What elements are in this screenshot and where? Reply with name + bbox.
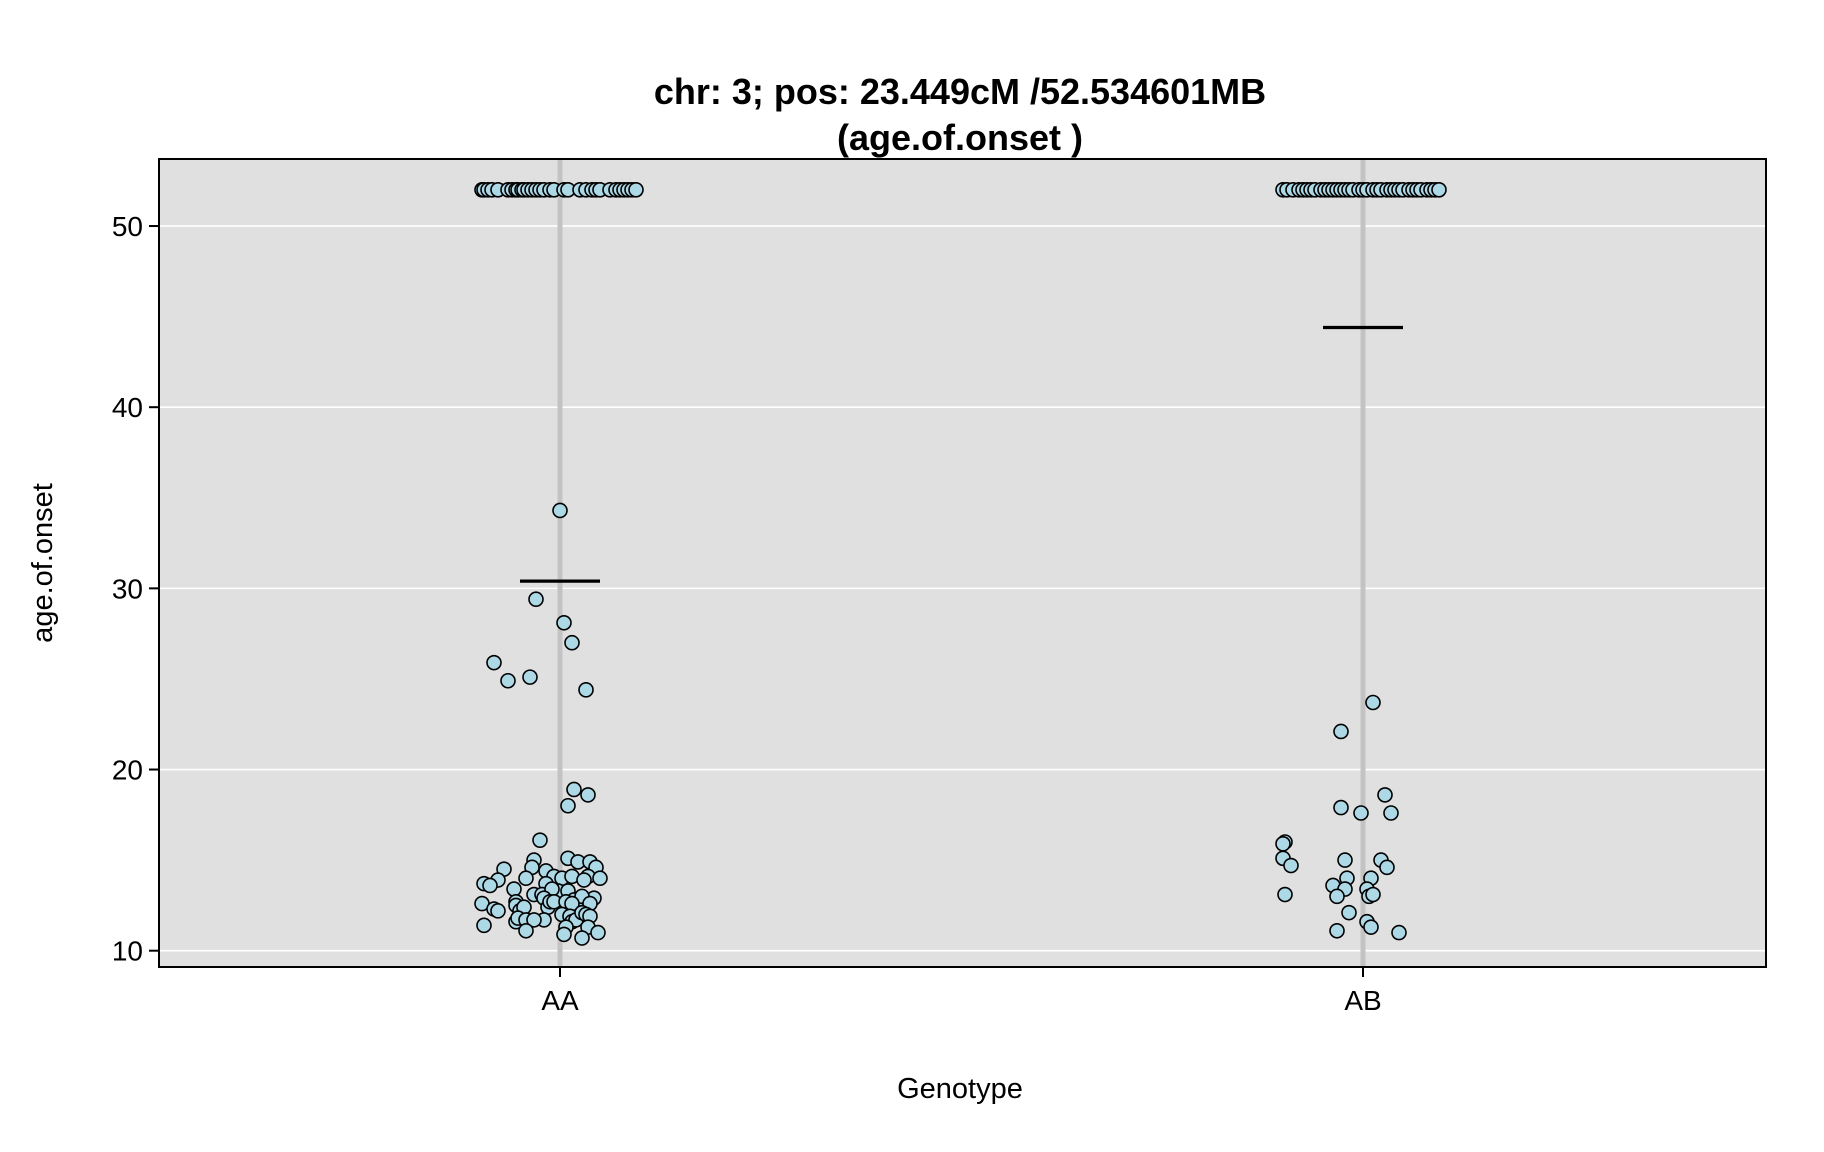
data-point — [1431, 181, 1447, 198]
data-point — [1333, 799, 1349, 816]
data-point — [482, 877, 498, 894]
data-point — [590, 924, 606, 941]
data-point — [1391, 924, 1407, 941]
data-point — [552, 502, 568, 519]
data-point — [628, 181, 644, 198]
y-tick-label: 40 — [112, 392, 143, 423]
y-axis: 10 20 30 40 50 — [112, 211, 159, 967]
data-point — [1283, 857, 1299, 874]
data-point — [506, 881, 522, 897]
data-point — [1377, 787, 1393, 803]
data-point — [556, 614, 572, 631]
y-tick-label: 30 — [112, 573, 143, 604]
data-point — [476, 917, 492, 934]
data-point — [1329, 922, 1345, 939]
x-tick-label: AA — [541, 985, 579, 1016]
data-point — [580, 787, 596, 803]
data-point — [564, 634, 580, 651]
data-point — [500, 672, 516, 689]
data-point — [1333, 723, 1349, 740]
data-point — [1365, 886, 1381, 903]
data-point — [1353, 805, 1369, 821]
y-axis-label: age.of.onset — [27, 483, 59, 643]
data-point — [566, 781, 582, 798]
data-points — [474, 181, 1447, 946]
plot-panel — [159, 159, 1766, 967]
data-point — [1275, 836, 1291, 852]
data-point — [1329, 888, 1345, 905]
data-point — [556, 926, 572, 943]
data-point — [1341, 904, 1357, 921]
data-point — [532, 832, 548, 848]
data-point — [592, 870, 608, 887]
data-point — [528, 591, 544, 608]
y-tick-label: 10 — [112, 936, 143, 967]
data-point — [574, 930, 590, 946]
x-axis-label: Genotype — [897, 1073, 1023, 1105]
plot-border — [158, 158, 1767, 968]
y-tick-label: 50 — [112, 211, 143, 242]
data-point — [490, 903, 506, 919]
data-point — [522, 669, 538, 685]
data-point — [518, 870, 534, 887]
data-point — [518, 922, 534, 939]
chart-title-line-1: chr: 3; pos: 23.449cM /52.534601MB — [654, 71, 1266, 112]
grid-lines — [159, 225, 1766, 952]
data-point — [1277, 886, 1293, 903]
x-axis: AA AB — [541, 967, 1382, 1016]
data-point — [1363, 919, 1379, 935]
data-point — [1379, 859, 1395, 876]
data-point — [576, 872, 592, 888]
mean-bars — [520, 325, 1403, 583]
chart-title-line-2: (age.of.onset ) — [837, 117, 1083, 158]
data-point — [560, 797, 576, 814]
data-point — [1337, 852, 1353, 868]
data-point — [1365, 694, 1381, 711]
data-point — [486, 654, 502, 671]
data-point — [578, 682, 594, 698]
x-tick-label: AB — [1344, 985, 1381, 1016]
y-tick-label: 20 — [112, 755, 143, 786]
data-point — [526, 912, 542, 928]
genotype-lines — [557, 159, 1366, 967]
data-point — [1383, 805, 1399, 821]
